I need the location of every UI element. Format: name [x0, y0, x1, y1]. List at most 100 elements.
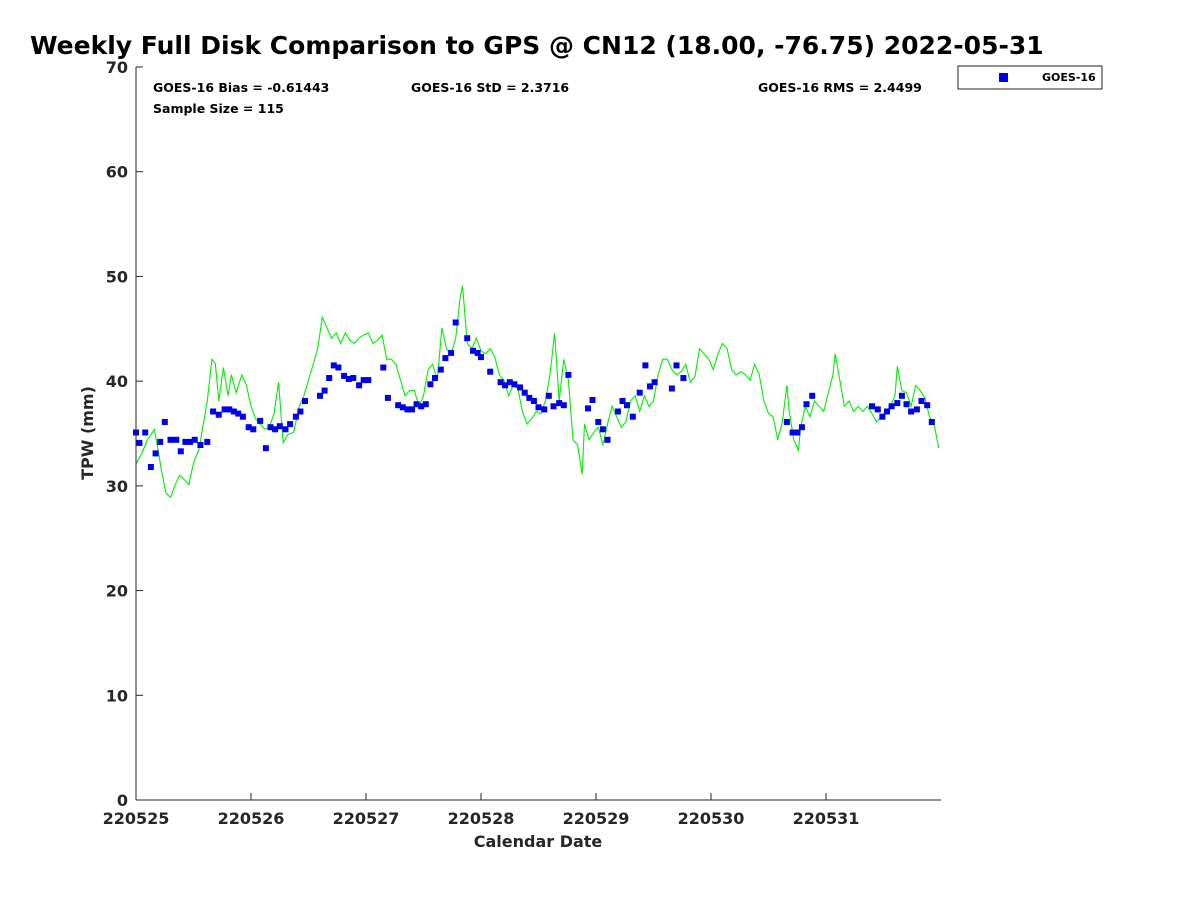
goes16-point: [809, 392, 816, 399]
goes16-point: [297, 408, 304, 415]
goes16-point: [152, 450, 159, 457]
goes16-point: [215, 411, 222, 418]
goes16-point: [395, 402, 402, 409]
goes16-point: [330, 362, 337, 369]
goes16-point: [413, 401, 420, 408]
goes16-point: [526, 394, 533, 401]
goes16-point: [335, 364, 342, 371]
goes16-point: [673, 362, 680, 369]
goes16-point: [651, 379, 658, 386]
goes16-point: [432, 375, 438, 381]
goes16-point: [250, 426, 257, 433]
y-tick-label: 20: [106, 582, 128, 601]
goes16-point: [636, 389, 643, 396]
goes16-point: [545, 392, 552, 399]
goes16-point: [230, 408, 237, 415]
goes16-point: [487, 368, 494, 375]
goes16-point: [913, 406, 920, 413]
goes16-point: [409, 406, 415, 413]
goes16-point: [642, 362, 649, 369]
goes16-point: [517, 384, 524, 391]
goes16-point: [614, 408, 621, 415]
goes16-point: [302, 398, 308, 404]
goes16-point: [350, 375, 357, 381]
goes16-point: [226, 406, 233, 413]
legend: GOES-16: [957, 65, 1103, 90]
goes16-point: [918, 398, 925, 404]
bias-stat: GOES-16 Bias = -0.61443: [153, 80, 329, 95]
goes16-point: [928, 419, 935, 425]
goes16-point: [624, 402, 630, 409]
goes16-point: [418, 403, 425, 410]
goes16-point: [177, 448, 184, 455]
goes16-point: [245, 424, 252, 431]
goes16-point: [908, 408, 915, 415]
goes16-point: [442, 355, 449, 362]
goes16-point: [502, 382, 509, 389]
y-tick-label: 0: [117, 791, 128, 810]
goes16-point: [422, 401, 429, 408]
goes16-point: [585, 405, 591, 412]
goes16-point: [869, 403, 875, 410]
goes16-point: [629, 413, 636, 420]
goes16-point: [474, 349, 481, 356]
std-stat: GOES-16 StD = 2.3716: [411, 80, 569, 95]
goes16-point: [384, 394, 391, 401]
y-tick-label: 10: [106, 686, 128, 705]
goes16-point: [427, 381, 434, 388]
goes16-point: [276, 423, 283, 430]
goes16-point: [272, 426, 279, 433]
goes16-point: [589, 397, 596, 403]
goes16-point: [464, 335, 471, 342]
goes16-point: [341, 372, 348, 379]
goes16-point: [898, 392, 905, 399]
goes16-point: [317, 392, 323, 399]
plot-area: [136, 67, 941, 800]
x-tick-label: 220526: [218, 809, 285, 828]
goes16-point: [879, 413, 886, 420]
goes16-point: [380, 364, 387, 371]
goes16-point: [210, 408, 217, 415]
legend-label-goes16: GOES-16: [1042, 71, 1096, 84]
goes16-point: [282, 426, 289, 433]
goes16-point: [262, 445, 269, 452]
goes16-point: [541, 406, 548, 413]
goes16-point: [404, 406, 411, 413]
goes16-point: [235, 410, 242, 417]
goes16-point: [161, 419, 168, 425]
legend-box: [957, 65, 1103, 90]
goes16-point: [147, 464, 154, 470]
goes16-point: [924, 402, 931, 409]
goes16-point: [452, 319, 459, 326]
goes16-point: [794, 429, 801, 436]
goes16-point: [157, 438, 164, 445]
goes16-point: [478, 354, 484, 361]
goes16-point: [136, 439, 143, 446]
goes16-point: [267, 424, 274, 431]
goes16-point: [365, 377, 372, 384]
goes16-point: [798, 424, 805, 431]
goes16-point: [173, 436, 180, 443]
rms-stat: GOES-16 RMS = 2.4499: [758, 80, 922, 95]
goes16-point: [565, 371, 572, 378]
x-tick-label: 220528: [448, 809, 515, 828]
x-tick-label: 220527: [333, 809, 400, 828]
goes16-point: [550, 403, 557, 410]
goes16-point: [204, 438, 211, 445]
goes16-point: [647, 383, 653, 390]
goes16-point: [448, 349, 455, 356]
goes16-point: [530, 398, 537, 404]
goes16-point: [356, 382, 363, 389]
x-tick-label: 220531: [793, 809, 860, 828]
goes16-point: [556, 400, 563, 407]
goes16-point: [321, 387, 328, 394]
goes16-point: [521, 389, 528, 396]
series-points-layer: [133, 319, 935, 470]
goes16-point: [326, 375, 333, 381]
goes16-point: [470, 347, 476, 354]
goes16-point: [560, 402, 567, 409]
goes16-point: [221, 406, 228, 413]
goes16-point: [360, 377, 367, 384]
goes16-point: [182, 438, 189, 445]
